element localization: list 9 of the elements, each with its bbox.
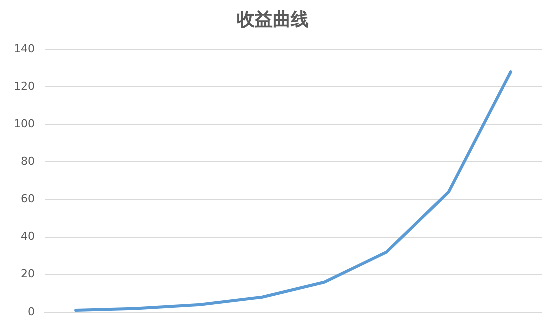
y-tick-label: 20	[20, 268, 35, 281]
y-tick-label: 0	[28, 305, 35, 318]
y-tick-label: 100	[14, 118, 35, 131]
y-tick-label: 140	[14, 42, 35, 56]
chart-title: 收益曲线	[237, 9, 309, 30]
y-tick-label: 60	[20, 192, 35, 206]
y-tick-label: 80	[20, 155, 35, 168]
y-tick-label: 40	[20, 230, 35, 244]
y-tick-label: 120	[14, 80, 35, 93]
